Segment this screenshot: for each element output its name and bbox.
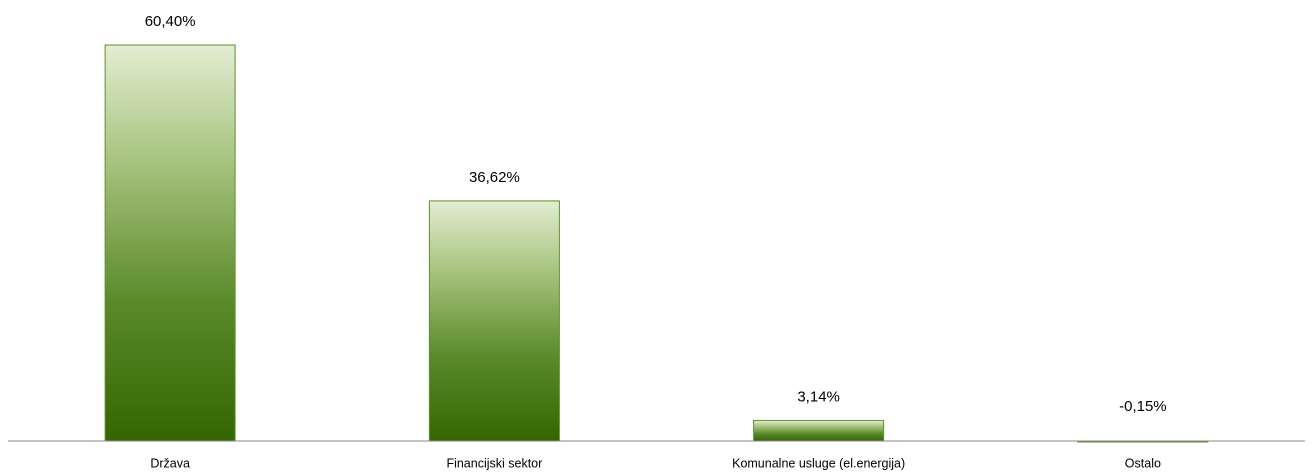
value-label: 60,40% xyxy=(145,13,196,30)
x-tick-label: Ostalo xyxy=(1125,456,1161,470)
bar xyxy=(104,44,236,442)
bar xyxy=(428,200,560,442)
value-label: 36,62% xyxy=(469,169,520,186)
value-label: -0,15% xyxy=(1119,398,1167,415)
x-tick-label: Država xyxy=(150,456,190,470)
value-label: 3,14% xyxy=(797,388,840,405)
x-tick-label: Komunalne usluge (el.energija) xyxy=(732,456,905,470)
bar xyxy=(753,419,885,442)
x-tick-label: Financijski sektor xyxy=(446,456,542,470)
